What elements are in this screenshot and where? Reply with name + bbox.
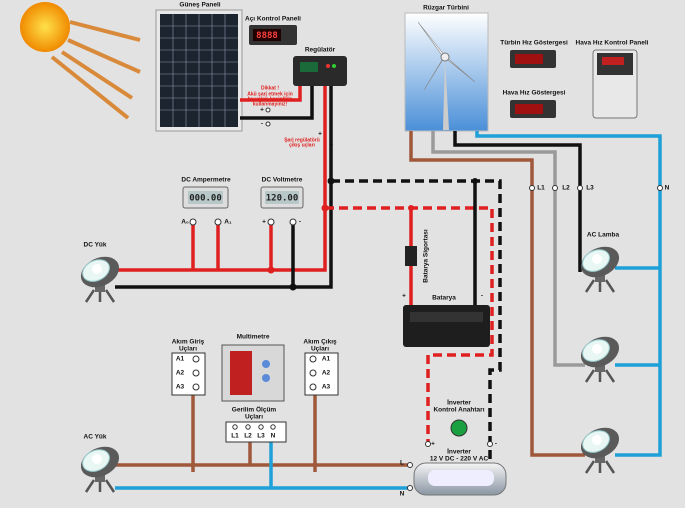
ac-lamp-label: AC Lamba	[587, 232, 620, 239]
current-in-label: Akım Giriş	[172, 339, 205, 346]
battery-fuse	[405, 246, 417, 266]
current-out-label: Akım Çıkış	[303, 339, 337, 346]
phase-label: L3	[586, 185, 594, 192]
battery-label: Batarya	[432, 295, 456, 302]
voltage-terminal: L1	[231, 433, 239, 440]
battery-terminal: -	[481, 293, 483, 300]
regulator-screen	[300, 62, 318, 72]
voltmeter-terminal: +	[262, 219, 266, 226]
switch-label: Kontrol Anahtarı	[433, 407, 484, 414]
wind-control-label: Hava Hız Kontrol Paneli	[576, 40, 649, 47]
voltmeter-label: DC Voltmetre	[262, 177, 303, 184]
wind-speed-label: Hava Hız Göstergesi	[503, 90, 566, 97]
ac-lamp	[576, 422, 624, 473]
inverter-terminal: +	[431, 441, 435, 448]
phase-label: L2	[562, 185, 570, 192]
ammeter-label: DC Ampermetre	[181, 177, 231, 184]
terminal-label: A1	[176, 356, 185, 363]
ac-lamp	[576, 331, 624, 382]
sun	[20, 2, 140, 118]
solar-panel	[156, 10, 242, 131]
voltage-terminal: N	[271, 433, 276, 440]
battery-terminal: +	[402, 293, 406, 300]
terminal-label: A1	[322, 356, 331, 363]
turbine-label: Rüzgar Türbini	[423, 5, 469, 12]
wire-n	[477, 131, 660, 455]
warning: kullanmayınız!	[253, 101, 288, 107]
terminal-label: A3	[176, 384, 185, 391]
fuse-label: Batarya Sigortası	[423, 229, 430, 283]
ac-load-label: AC Yük	[84, 434, 107, 441]
terminal-label: A3	[322, 384, 331, 391]
panel-label: Güneş Paneli	[179, 2, 220, 9]
dc-lamp	[76, 251, 124, 302]
voltage-terminal: L3	[257, 433, 265, 440]
wind-turbine	[405, 13, 488, 131]
terminal-label: A2	[322, 370, 331, 377]
ammeter-terminal: A₀	[181, 219, 189, 226]
panel-terminal: -	[261, 121, 263, 128]
regulator-label: Regülatör	[305, 47, 336, 54]
voltage-terminal: L2	[244, 433, 252, 440]
terminal-label: A2	[176, 370, 185, 377]
inverter-output: N	[400, 491, 405, 498]
multimeter-label: Multimetre	[237, 334, 270, 341]
angle-display: 8888	[256, 31, 278, 41]
battery	[403, 305, 490, 347]
regulator-output: çıkış uçları	[289, 142, 315, 148]
phase-label: N	[665, 185, 670, 192]
inverter-output: L	[400, 460, 404, 467]
current-out-label: Uçları	[311, 346, 329, 353]
angle-panel-label: Açı Kontrol Paneli	[245, 16, 301, 23]
inverter-label: 12 V DC - 220 V AC	[430, 456, 489, 463]
panel-terminal: +	[260, 107, 264, 114]
inverter-terminal: -	[495, 441, 497, 448]
inverter-label: İnverter	[447, 448, 471, 456]
inverter-switch[interactable]	[451, 420, 467, 436]
voltmeter-terminal: -	[299, 219, 301, 226]
voltage-label: Uçları	[245, 414, 263, 421]
phase-label: L1	[537, 185, 545, 192]
switch-label: İnverter	[447, 399, 471, 407]
turbine-speed-label: Türbin Hız Göstergesi	[500, 40, 568, 47]
regulator-terminal: +	[318, 131, 322, 138]
voltmeter-display: 120.00	[266, 194, 299, 204]
dc-load-label: DC Yük	[84, 242, 107, 249]
voltage-label: Gerilim Ölçüm	[232, 405, 277, 414]
ammeter-terminal: A₁	[224, 219, 232, 226]
diagram: Güneş Paneli Açı Kontrol Paneli 8888 Reg…	[0, 0, 685, 508]
wire-meter	[193, 222, 271, 270]
ammeter-display: 000.00	[189, 194, 222, 204]
current-in-label: Uçları	[179, 346, 197, 353]
